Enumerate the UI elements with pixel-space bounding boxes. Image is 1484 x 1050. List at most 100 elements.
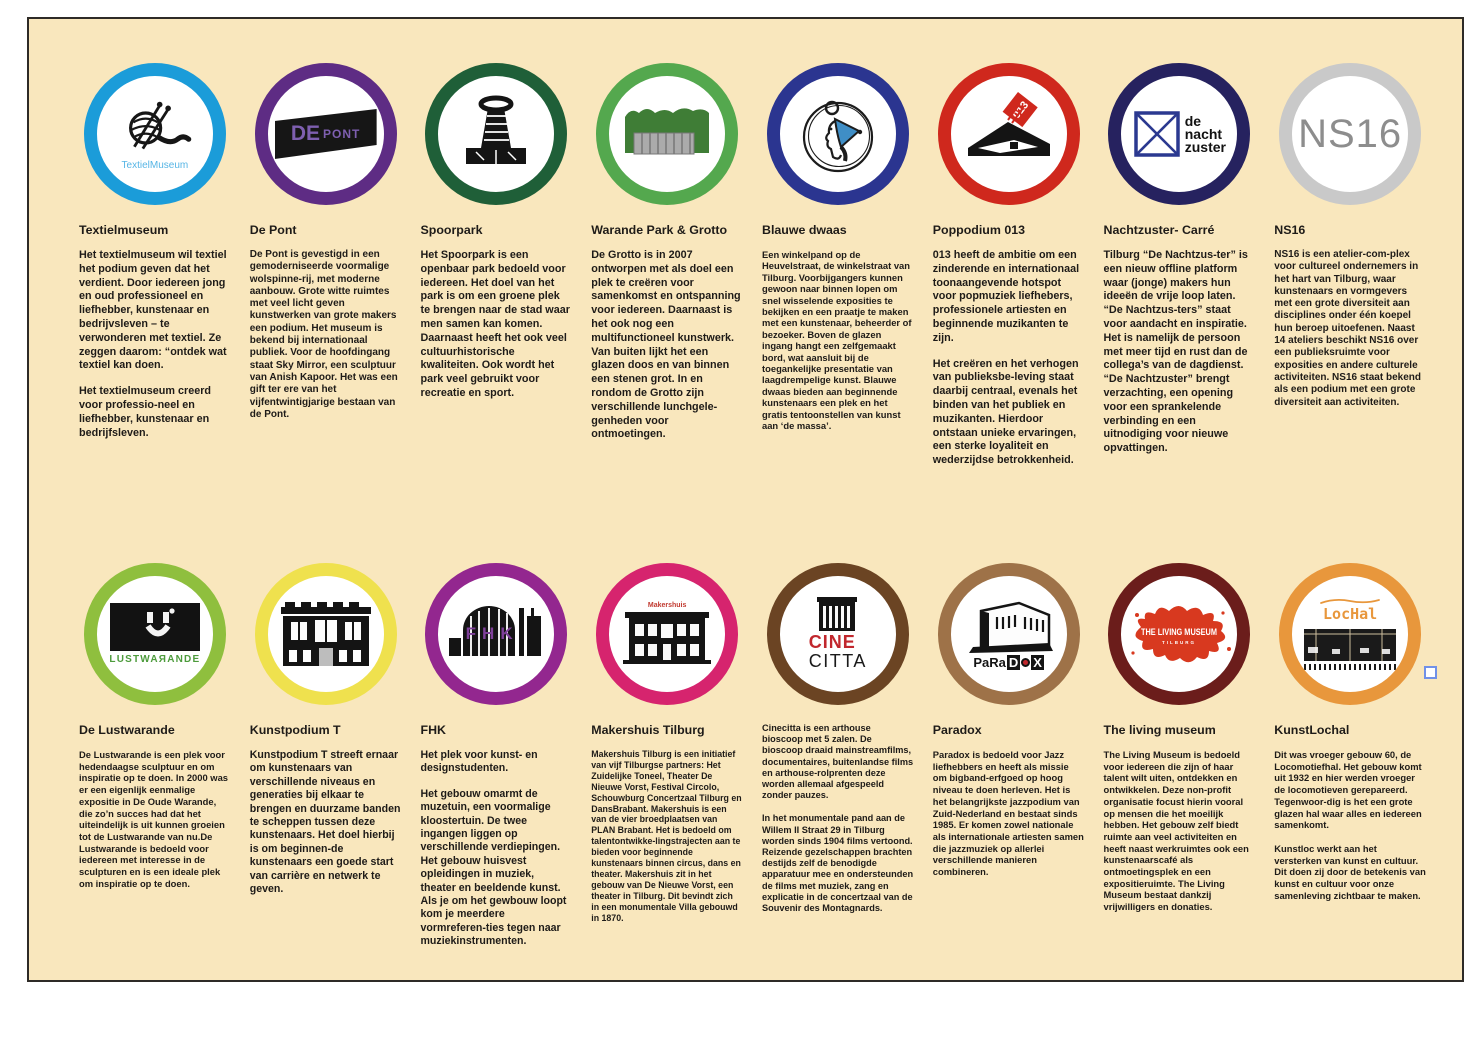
poppodium-013-ring: 013 [937, 63, 1080, 205]
lustwarande-ring: LUSTWAЯANDE [83, 563, 226, 705]
svg-text:THE LIVING MUSEUM: THE LIVING MUSEUM [1141, 627, 1217, 638]
lustwarande-logo-text: LUSTWAЯANDE [109, 654, 201, 665]
lustwarande-logo: LUSTWAЯANDE [109, 603, 200, 665]
svg-text:TILBURG: TILBURG [1162, 640, 1196, 645]
card-paragraph: Tilburg “De Nachtzus-ter” is een nieuw o… [1103, 249, 1248, 455]
de-pont-logo-text: DE [290, 122, 321, 145]
ns16-logo-text: NS16 [1298, 111, 1403, 156]
card-title: NS16 [1274, 223, 1306, 237]
card-paragraph: Cinecitta is een arthouse bioscoop met 5… [762, 723, 914, 801]
card-paragraph: Het textielmuseum wil textiel het podium… [79, 249, 227, 372]
row-top: TextielMuseum Textielmuseum Het textielm… [79, 63, 1426, 468]
card-title: Spoorpark [420, 223, 483, 237]
fhk-ring: FHK [425, 563, 568, 705]
cinecitta-ring: CINE CITTA [766, 563, 909, 705]
013-venue-icon: 013 [967, 92, 1050, 156]
de-pont-logo-icon: DE PONT [274, 109, 377, 159]
card-paragraph: De Lustwarande is een plek voor hedendaa… [79, 749, 229, 889]
card-title: Paradox [932, 723, 982, 737]
card-title: Nachtzuster- Carré [1103, 223, 1215, 237]
card-title: Textielmuseum [79, 223, 169, 237]
card-paragraph: De Grotto is in 2007 ontworpen met als d… [591, 249, 741, 441]
card-de-pont: DE PONT De Pont De Pont is gevestigd in … [250, 63, 402, 421]
locomotive-hall-icon [1304, 629, 1397, 670]
card-title: FHK [420, 723, 446, 737]
paradox-logo-text: PaRa D X [973, 654, 1044, 670]
card-paragraph: In het monumentale pand aan de Willem II… [762, 813, 914, 914]
de-pont-logo-text: PONT [323, 127, 361, 141]
red-dot-icon [1021, 657, 1031, 667]
fhk-logo-text: FHK [465, 624, 519, 643]
card-warande-park-grotto: Warande Park & Grotto De Grotto is in 20… [591, 63, 743, 442]
card-title: De Pont [249, 223, 297, 237]
paradox-ring: PaRa D X [937, 563, 1080, 705]
card-kunstlochal: LocHal [1274, 563, 1426, 901]
card-paragraph: 013 heeft de ambitie om een zinderende e… [932, 249, 1080, 344]
living-museum-ring: THE LIVING MUSEUM TILBURG [1108, 563, 1251, 705]
spoorpark-ring [425, 63, 568, 205]
blauwe-dwaas-ring [766, 63, 909, 205]
card-title: The living museum [1103, 723, 1216, 737]
poster-page: TextielMuseum Textielmuseum Het textielm… [27, 17, 1464, 982]
card-the-living-museum: THE LIVING MUSEUM TILBURG The living mus… [1104, 563, 1256, 913]
nachtzuster-logo: de nacht zuster [1133, 110, 1226, 158]
villa-facade-icon [623, 612, 712, 664]
card-makershuis-tilburg: Makershuis [591, 563, 743, 924]
kunstlochal-ring: LocHal [1279, 563, 1422, 705]
kunstpodium-t-ring [254, 563, 397, 705]
card-title: Kunstpodium T [249, 723, 341, 737]
card-paragraph: Het plek voor kunst- en designstudenten. [420, 749, 538, 775]
cinecitta-logo: CINE CITTA [809, 597, 867, 671]
selection-handle[interactable] [1424, 666, 1437, 679]
nachtzuster-ring: de nacht zuster [1108, 63, 1251, 205]
yarn-ball-icon [128, 101, 192, 149]
card-paradox: PaRa D X Paradox Paradox is bedoeld voor J… [933, 563, 1085, 878]
fhk-logo: FHK [447, 600, 545, 669]
card-paragraph: The Living Museum is bedoeld voor iedere… [1103, 749, 1249, 913]
lochal-logo: LocHal [1302, 597, 1398, 671]
ns16-ring: NS16 [1279, 63, 1422, 205]
card-textielmuseum: TextielMuseum Textielmuseum Het textielm… [79, 63, 231, 440]
paint-splash-icon: THE LIVING MUSEUM TILBURG [1131, 606, 1232, 663]
card-paragraph: De Pont is gevestigd in een gemodernisee… [249, 249, 398, 420]
cinecitta-logo-text: CINE [808, 632, 856, 653]
makershuis-ring: Makershuis [596, 563, 739, 705]
card-de-lustwarande: LUSTWAЯANDE De Lustwarande De Lustwarand… [79, 563, 231, 889]
card-kunstpodium-t: Kunstpodium T Kunstpodium T streeft erna… [250, 563, 402, 896]
card-title: Warande Park & Grotto [591, 223, 728, 237]
warande-ring [596, 63, 739, 205]
textielmuseum-logo-text: TextielMuseum [121, 159, 189, 171]
row-bottom: LUSTWAЯANDE De Lustwarande De Lustwarand… [79, 563, 1426, 949]
paradox-building-icon [968, 601, 1053, 653]
card-blauwe-dwaas: Blauwe dwaas Een winkelpand op de Heuvel… [762, 63, 914, 432]
de-pont-ring: DE PONT [254, 63, 397, 205]
card-title: Makershuis Tilburg [591, 723, 705, 737]
observation-tower-icon [466, 95, 527, 164]
cinema-building-icon [816, 597, 857, 632]
paradox-logo: PaRa D X [959, 599, 1059, 670]
textielmuseum-logo: TextielMuseum [117, 98, 193, 171]
wave-line-icon [1320, 598, 1381, 604]
card-paragraph: Makershuis Tilburg is een initiatief van… [591, 749, 742, 923]
textielmuseum-ring: TextielMuseum [83, 63, 226, 205]
cinecitta-logo-text: CITTA [808, 651, 867, 671]
nachtzuster-logo-text: de nacht zuster [1184, 112, 1226, 155]
makershuis-logo-text: Makershuis [647, 602, 687, 609]
card-paragraph: Kunstpodium T streeft ernaar om kunstena… [249, 749, 401, 896]
card-title: KunstLochal [1274, 723, 1350, 737]
card-paragraph: Paradox is bedoeld voor Jazz liefhebbers… [932, 749, 1084, 878]
crossed-square-icon [1134, 111, 1180, 157]
card-paragraph: Het Spoorpark is een openbaar park bedoe… [420, 249, 570, 399]
storefront-icon [280, 602, 371, 666]
card-paragraph: Het gebouw omarmt de muzetuin, een voorm… [420, 787, 567, 948]
makershuis-logo: Makershuis [621, 602, 713, 666]
jester-face-icon [802, 100, 873, 173]
card-cinecitta: CINE CITTA Cinecitta is een arthouse bio… [762, 563, 914, 914]
card-paragraph: Kunstloc werkt aan het versterken van ku… [1274, 842, 1426, 901]
card-title: Blauwe dwaas [762, 223, 847, 237]
card-nachtzuster-carre: de nacht zuster Nachtzuster- Carré Tilbu… [1104, 63, 1256, 456]
card-title: De Lustwarande [79, 723, 175, 737]
lustwarande-face-icon [109, 603, 200, 651]
card-ns16: NS16 NS16 NS16 is een atelier-com-plex v… [1274, 63, 1426, 409]
